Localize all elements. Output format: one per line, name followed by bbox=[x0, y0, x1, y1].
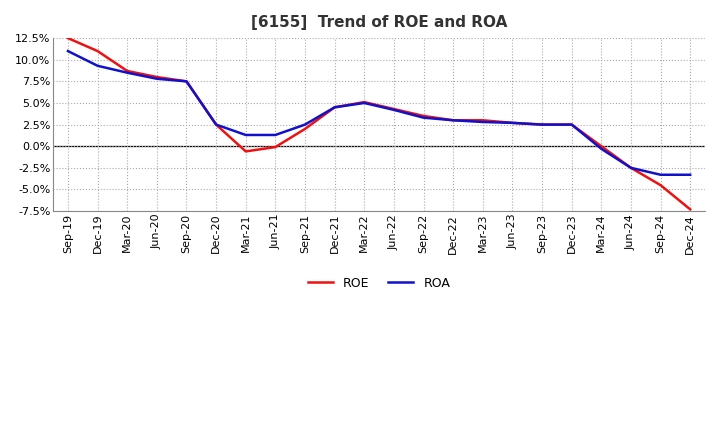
ROE bbox=[330, 105, 339, 110]
ROA bbox=[626, 165, 635, 170]
ROA bbox=[182, 79, 191, 84]
ROA bbox=[449, 117, 457, 123]
ROE bbox=[567, 122, 576, 127]
ROE bbox=[182, 79, 191, 84]
ROE bbox=[626, 165, 635, 170]
ROE bbox=[153, 74, 161, 80]
ROA bbox=[330, 105, 339, 110]
ROA bbox=[153, 76, 161, 81]
ROA bbox=[94, 63, 102, 69]
ROE bbox=[301, 126, 310, 132]
ROE bbox=[656, 183, 665, 188]
ROE bbox=[597, 143, 606, 149]
ROA bbox=[63, 48, 72, 54]
Legend: ROE, ROA: ROE, ROA bbox=[303, 272, 455, 295]
ROA bbox=[567, 122, 576, 127]
ROA bbox=[508, 120, 517, 125]
ROE bbox=[686, 207, 695, 212]
ROA bbox=[360, 100, 369, 106]
Line: ROA: ROA bbox=[68, 51, 690, 175]
ROE bbox=[271, 144, 279, 150]
Title: [6155]  Trend of ROE and ROA: [6155] Trend of ROE and ROA bbox=[251, 15, 508, 30]
ROA bbox=[419, 115, 428, 120]
ROA bbox=[538, 122, 546, 127]
ROE bbox=[538, 122, 546, 127]
ROE bbox=[449, 117, 457, 123]
ROA bbox=[123, 70, 132, 75]
ROE bbox=[63, 36, 72, 41]
ROA bbox=[479, 119, 487, 125]
ROA bbox=[390, 107, 398, 113]
ROA bbox=[656, 172, 665, 177]
ROA bbox=[241, 132, 250, 138]
ROE bbox=[241, 149, 250, 154]
ROA bbox=[686, 172, 695, 177]
ROA bbox=[301, 122, 310, 127]
ROA bbox=[597, 146, 606, 151]
Line: ROE: ROE bbox=[68, 38, 690, 209]
ROE bbox=[479, 117, 487, 123]
ROA bbox=[271, 132, 279, 138]
ROE bbox=[508, 120, 517, 125]
ROE bbox=[390, 106, 398, 112]
ROE bbox=[419, 114, 428, 119]
ROE bbox=[94, 48, 102, 54]
ROA bbox=[212, 122, 220, 127]
ROE bbox=[360, 99, 369, 105]
ROE bbox=[212, 122, 220, 127]
ROE bbox=[123, 68, 132, 73]
